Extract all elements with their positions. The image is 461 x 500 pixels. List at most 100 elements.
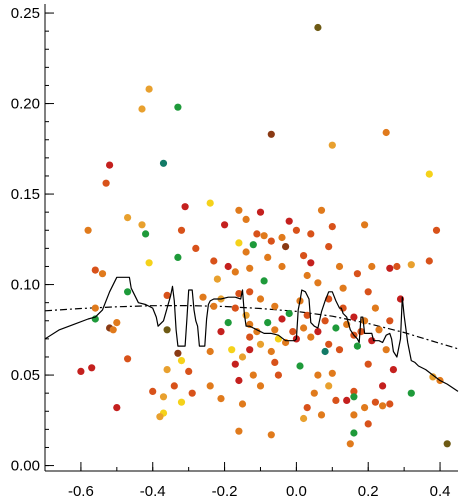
data-point-144	[206, 382, 214, 390]
data-point-153	[159, 393, 168, 401]
x-tick-label: 0.4	[430, 483, 451, 500]
data-point-135	[249, 371, 257, 379]
data-point-56	[231, 268, 239, 276]
x-tick-label: 0.2	[358, 483, 379, 500]
data-point-55	[98, 270, 107, 278]
data-point-52	[407, 261, 415, 269]
data-point-28	[253, 230, 261, 238]
data-point-15	[317, 206, 326, 214]
data-point-140	[429, 373, 437, 381]
data-point-89	[264, 319, 272, 327]
data-point-143	[170, 382, 178, 390]
data-point-161	[113, 404, 121, 412]
data-point-76	[231, 304, 239, 312]
data-point-10	[102, 179, 110, 187]
data-point-42	[210, 257, 218, 265]
data-point-40	[174, 253, 182, 261]
data-point-12	[181, 203, 189, 211]
data-point-168	[317, 411, 326, 419]
data-point-139	[389, 366, 397, 374]
data-point-123	[206, 347, 214, 356]
data-point-37	[242, 248, 250, 256]
data-point-154	[217, 395, 225, 403]
data-point-64	[163, 291, 171, 299]
data-point-146	[325, 382, 333, 390]
data-point-126	[177, 357, 186, 365]
data-point-23	[361, 221, 369, 229]
data-point-134	[185, 367, 193, 375]
data-point-162	[303, 404, 311, 412]
data-point-82	[303, 311, 311, 319]
data-point-48	[335, 262, 344, 271]
data-point-1	[145, 85, 153, 93]
y-tick-label: 0.15	[11, 186, 40, 203]
running-median-layer	[45, 276, 459, 392]
data-point-17	[84, 226, 92, 234]
data-point-174	[267, 431, 275, 439]
data-point-97	[253, 328, 261, 336]
data-point-14	[256, 208, 265, 216]
data-point-105	[109, 326, 117, 334]
data-point-66	[246, 288, 254, 296]
data-point-133	[163, 366, 171, 374]
data-point-145	[256, 382, 265, 390]
data-point-3	[174, 103, 182, 111]
data-point-115	[353, 342, 361, 350]
data-point-120	[335, 346, 344, 354]
data-point-61	[314, 279, 322, 287]
data-point-47	[278, 262, 286, 271]
data-point-101	[314, 328, 322, 336]
data-point-49	[368, 262, 376, 271]
data-point-112	[256, 340, 265, 348]
data-point-176	[346, 440, 354, 448]
data-point-41	[145, 259, 153, 267]
data-point-104	[375, 326, 383, 334]
data-point-19	[242, 215, 250, 223]
data-point-160	[371, 398, 379, 406]
x-tick-label: -0.6	[68, 483, 94, 500]
data-point-173	[350, 429, 358, 437]
data-point-5	[267, 130, 275, 138]
data-point-98	[271, 326, 279, 334]
data-point-68	[199, 293, 207, 301]
data-point-7	[159, 159, 168, 167]
data-point-170	[300, 414, 308, 423]
x-tick-label: -0.4	[140, 483, 166, 500]
data-point-155	[332, 396, 340, 404]
data-point-44	[307, 259, 315, 267]
data-point-45	[224, 262, 232, 271]
data-point-106	[246, 333, 254, 341]
data-point-74	[91, 304, 99, 312]
data-point-122	[174, 349, 182, 357]
data-point-171	[364, 420, 372, 428]
data-point-33	[249, 241, 257, 249]
data-point-8	[106, 161, 114, 169]
data-point-175	[443, 440, 451, 448]
data-point-35	[192, 244, 200, 252]
data-point-2	[138, 105, 146, 113]
data-point-127	[231, 360, 239, 368]
data-point-46	[246, 264, 254, 272]
y-tick-label: 0.25	[11, 5, 40, 22]
data-point-138	[328, 369, 336, 377]
data-point-25	[432, 226, 441, 234]
y-tick-label: 0.20	[11, 96, 40, 113]
data-point-93	[361, 317, 369, 325]
data-point-31	[307, 230, 315, 238]
data-point-150	[310, 389, 318, 397]
data-point-21	[292, 226, 300, 234]
data-point-43	[264, 253, 272, 261]
data-point-130	[364, 360, 372, 368]
data-point-81	[285, 309, 293, 318]
data-point-0	[314, 23, 322, 32]
data-point-158	[177, 398, 186, 406]
data-point-167	[156, 413, 164, 421]
data-point-131	[88, 364, 96, 372]
data-point-109	[307, 333, 315, 341]
data-point-29	[260, 232, 268, 240]
data-point-100	[300, 324, 308, 332]
data-point-165	[386, 400, 394, 408]
data-point-18	[221, 221, 229, 229]
